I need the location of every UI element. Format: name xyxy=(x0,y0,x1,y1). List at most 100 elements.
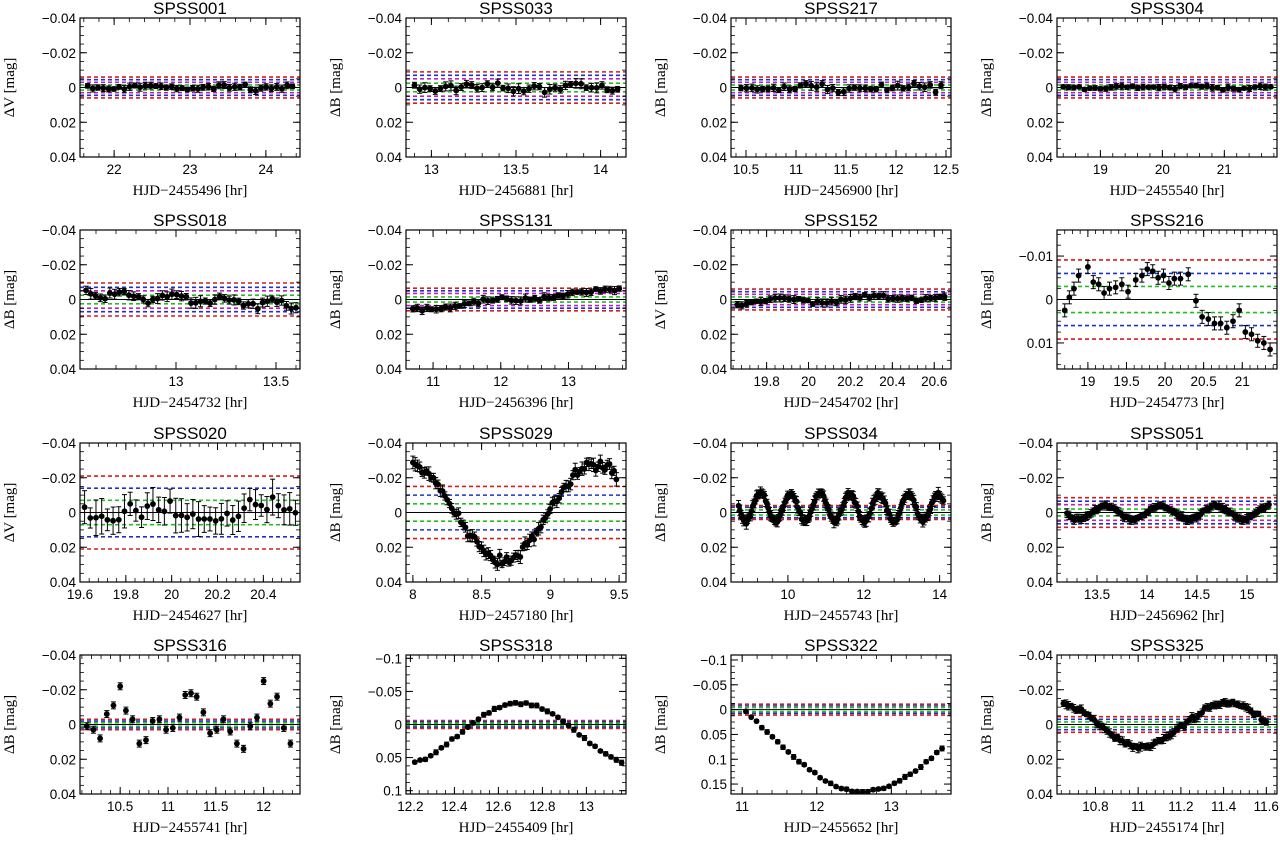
data-point xyxy=(136,741,142,747)
data-point xyxy=(1113,284,1119,290)
data-point xyxy=(507,701,513,707)
data-point xyxy=(835,90,841,96)
data-point xyxy=(1103,86,1109,92)
data-point xyxy=(1156,85,1162,91)
y-tick-label: −0.02 xyxy=(42,258,76,273)
data-point xyxy=(1247,86,1253,92)
data-point xyxy=(557,87,563,93)
y-tick-label: −0.04 xyxy=(693,436,728,451)
data-point xyxy=(93,515,99,521)
y-tick-label: 0 xyxy=(719,506,727,521)
data-point xyxy=(927,82,933,88)
data-point xyxy=(143,737,149,743)
data-point xyxy=(1261,340,1267,346)
data-point xyxy=(133,508,139,514)
data-point xyxy=(1193,298,1199,304)
data-point xyxy=(566,723,572,729)
data-point xyxy=(247,497,253,503)
y-axis-label: ΔB [mag] xyxy=(2,695,18,754)
data-point xyxy=(126,292,132,298)
data-point xyxy=(211,86,217,92)
data-point xyxy=(771,85,777,91)
x-axis-label: HJD−2455540 [hr] xyxy=(1110,183,1225,199)
data-point xyxy=(1098,86,1104,92)
data-point xyxy=(918,764,924,770)
data-point xyxy=(163,727,169,733)
data-point xyxy=(531,537,537,543)
data-point xyxy=(444,742,450,748)
y-tick-label: −0.02 xyxy=(693,471,727,486)
y-tick-label: −0.04 xyxy=(693,223,728,238)
x-tick-label: 14 xyxy=(593,162,609,177)
data-point xyxy=(881,785,887,791)
data-point xyxy=(613,757,619,763)
data-point xyxy=(1140,84,1146,90)
data-point xyxy=(807,767,813,773)
x-tick-label: 12 xyxy=(493,374,508,389)
data-point xyxy=(1268,84,1274,90)
y-tick-label: −0.04 xyxy=(1019,436,1054,451)
data-point xyxy=(805,297,811,303)
x-tick-label: 20 xyxy=(1158,374,1173,389)
data-point xyxy=(130,716,136,722)
data-point xyxy=(542,89,548,95)
y-tick-label: 0.15 xyxy=(701,777,727,792)
x-tick-label: 20.6 xyxy=(921,374,947,389)
x-axis-label: HJD−2454773 [hr] xyxy=(1110,395,1225,411)
data-point xyxy=(169,84,175,90)
x-tick-label: 11.5 xyxy=(203,799,228,814)
data-point xyxy=(247,87,253,93)
data-point xyxy=(589,85,595,91)
data-point xyxy=(544,708,550,714)
data-point xyxy=(582,735,588,741)
data-point xyxy=(913,504,919,510)
data-point xyxy=(470,720,476,726)
x-axis-label: HJD−2454732 [hr] xyxy=(133,395,248,411)
y-tick-label: −0.04 xyxy=(42,223,77,238)
data-point xyxy=(895,83,901,89)
data-point xyxy=(897,778,903,784)
data-point xyxy=(759,725,765,731)
data-point xyxy=(184,87,190,93)
y-tick-label: −0.02 xyxy=(42,683,76,698)
data-point xyxy=(1178,276,1184,282)
y-tick-label: −0.05 xyxy=(693,678,727,693)
data-point xyxy=(221,82,227,88)
data-point xyxy=(1155,275,1161,281)
y-tick-label: 0 xyxy=(394,506,402,521)
data-point xyxy=(1220,87,1226,93)
data-point xyxy=(184,514,190,520)
y-tick-label: 0.04 xyxy=(50,362,77,377)
y-tick-label: −0.04 xyxy=(368,436,403,451)
panel-title: SPSS029 xyxy=(479,424,553,443)
data-point xyxy=(891,780,897,786)
data-point xyxy=(241,746,247,752)
data-point xyxy=(412,759,418,765)
data-point xyxy=(142,83,148,89)
x-tick-label: 12.2 xyxy=(397,799,423,814)
data-point xyxy=(227,729,233,735)
data-point xyxy=(814,84,820,90)
data-point xyxy=(1236,307,1242,313)
data-point xyxy=(226,85,232,91)
x-tick-label: 12 xyxy=(256,799,271,814)
data-point xyxy=(111,86,117,92)
x-tick-label: 20.4 xyxy=(879,374,906,389)
data-point xyxy=(607,461,613,467)
y-axis-label: ΔV [mag] xyxy=(2,58,18,118)
data-point xyxy=(161,508,167,514)
y-tick-label: 0.04 xyxy=(376,362,403,377)
y-axis-label: ΔB [mag] xyxy=(979,483,995,542)
data-point xyxy=(170,725,176,731)
data-point xyxy=(423,756,429,762)
y-tick-label: −0.04 xyxy=(42,436,77,451)
data-point xyxy=(438,745,444,751)
data-point xyxy=(132,83,138,89)
data-point xyxy=(486,710,492,716)
data-point xyxy=(427,86,433,92)
data-point xyxy=(1101,290,1107,296)
data-point xyxy=(137,84,143,90)
data-point xyxy=(879,82,885,88)
data-point xyxy=(603,751,609,757)
